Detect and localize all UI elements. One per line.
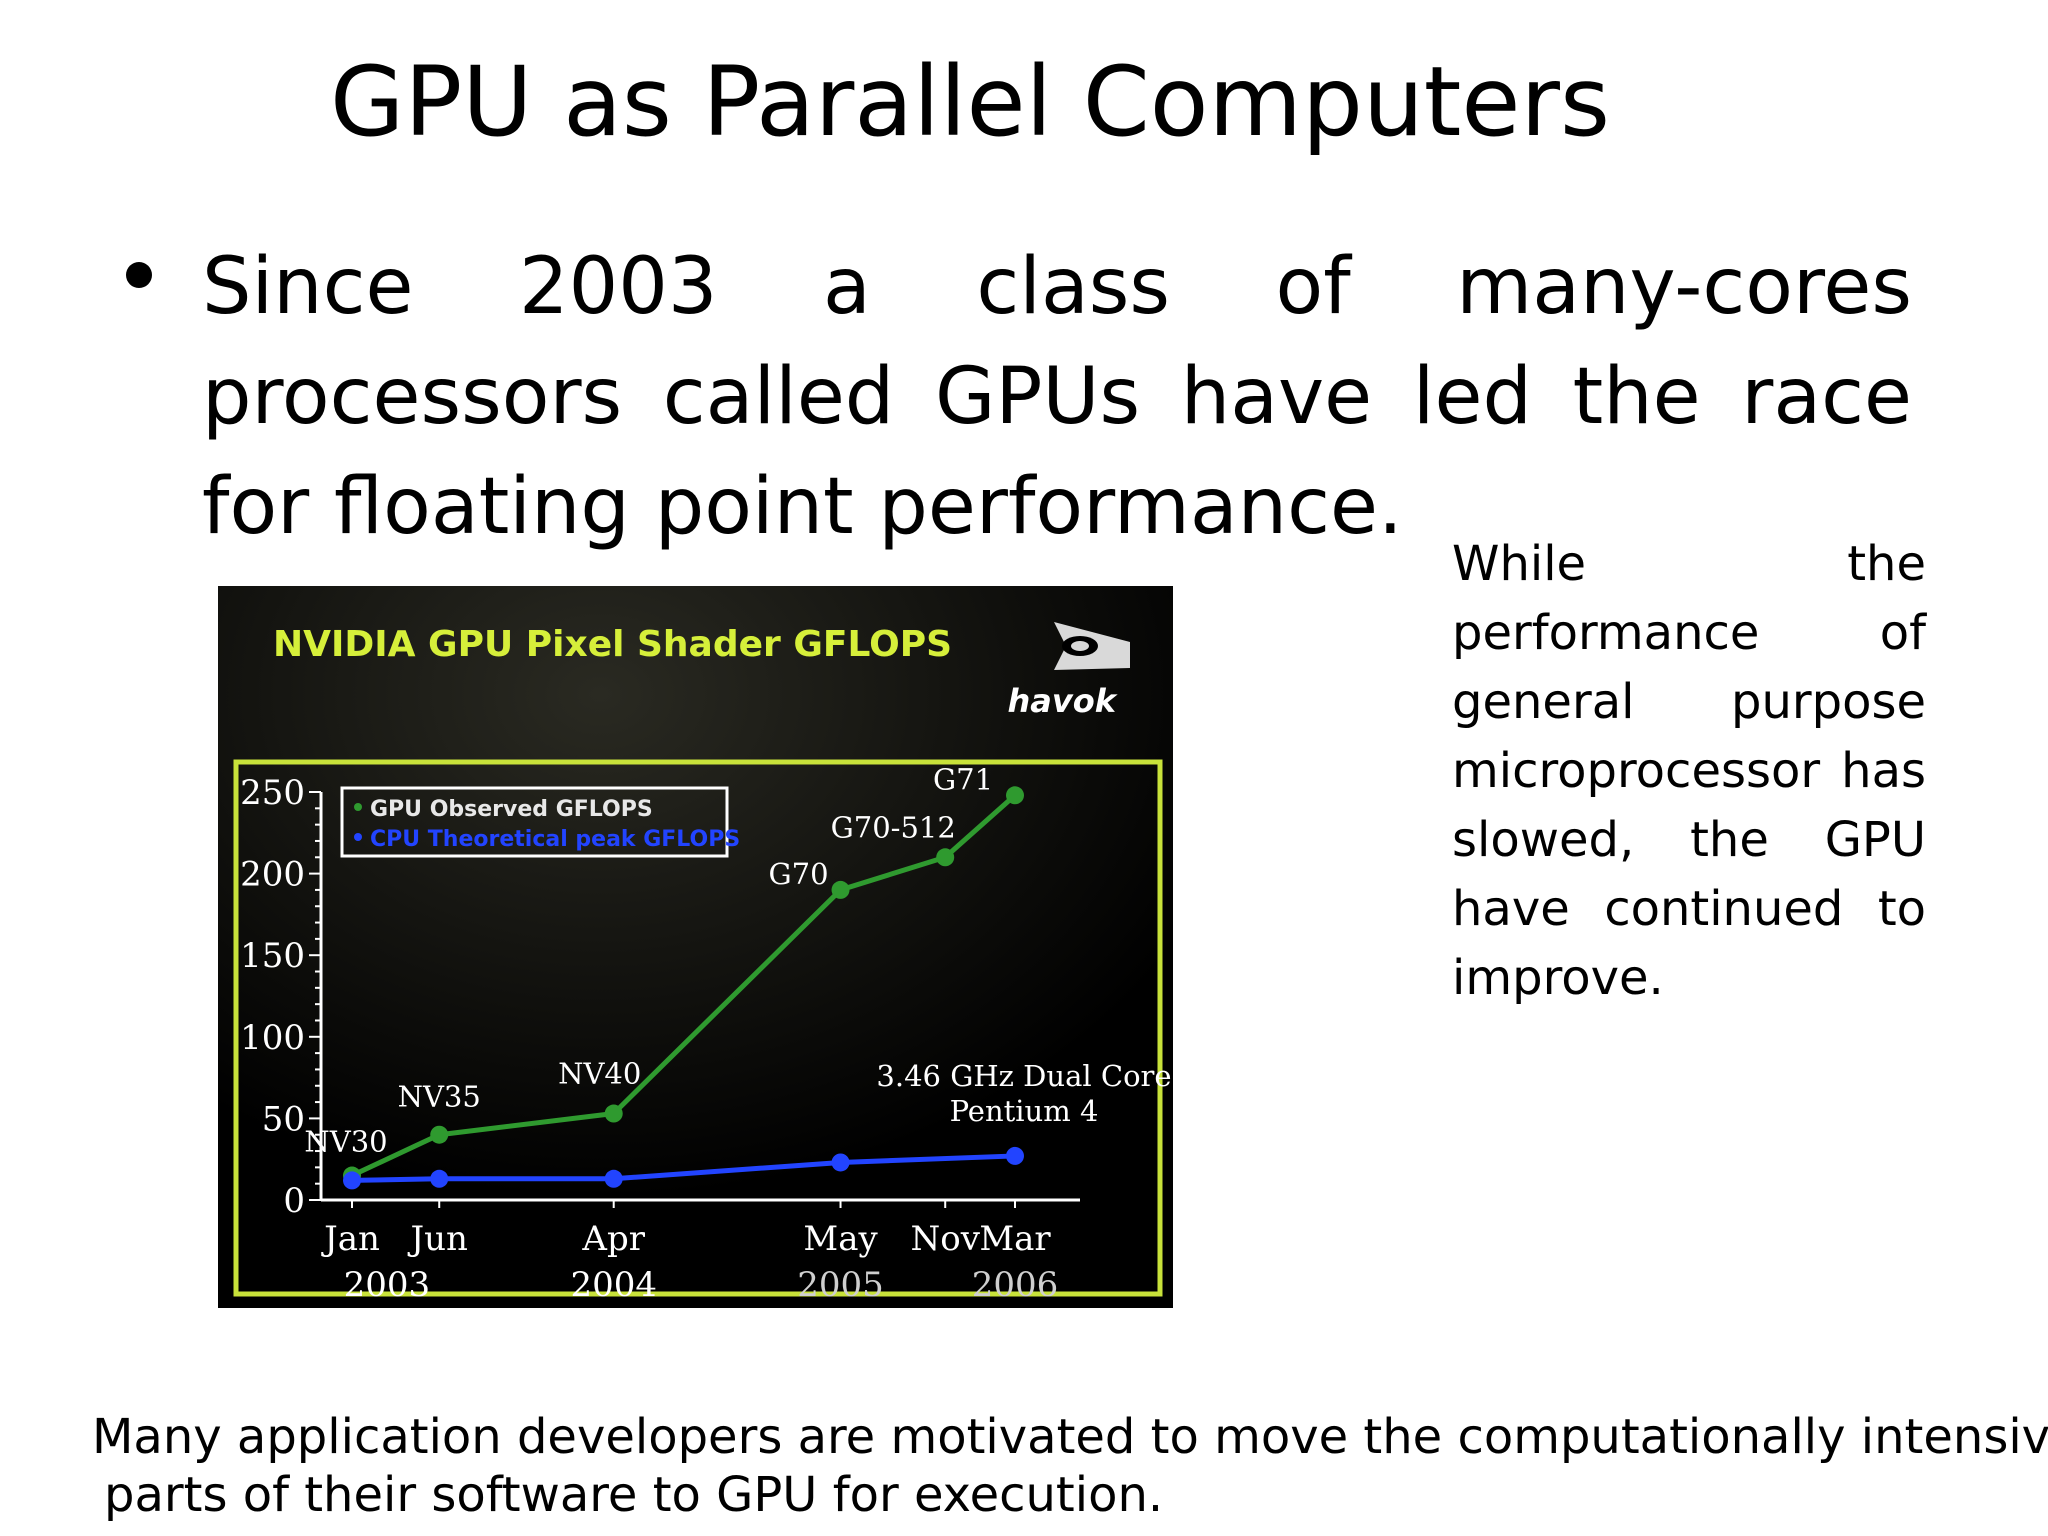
gflops-chart: NVIDIA GPU Pixel Shader GFLOPS havok 0 50… xyxy=(218,586,1173,1308)
y-tick-label: 50 xyxy=(262,1099,305,1139)
legend-box xyxy=(340,786,729,858)
x-year-label: 2004 xyxy=(570,1265,657,1305)
gpu-data-point xyxy=(831,880,850,899)
cpu-data-point xyxy=(430,1169,449,1188)
footer-line-1: Many application developers are motivate… xyxy=(92,1409,2048,1465)
gpu-data-point xyxy=(1006,786,1024,805)
gpu-data-point xyxy=(604,1104,623,1123)
x-tick-label: May xyxy=(803,1219,878,1259)
gpu-series-line xyxy=(350,793,1017,1178)
x-tick-label: Jan xyxy=(321,1219,380,1259)
footer-line-2: parts of their software to GPU for execu… xyxy=(104,1467,1164,1523)
legend-label: GPU Observed GFLOPS xyxy=(370,797,653,822)
y-tick-label: 250 xyxy=(240,773,305,813)
cpu-data-point xyxy=(831,1153,850,1172)
nvidia-logo-icon xyxy=(1054,622,1130,670)
x-tick-label: Nov xyxy=(910,1219,980,1259)
havok-logo: havok xyxy=(1008,682,1118,720)
y-tick-label: 150 xyxy=(240,936,305,976)
side-note: While the performance of general purpose… xyxy=(1452,536,1926,1006)
gpu-point-label: NV35 xyxy=(398,1080,481,1114)
bullet-text: Since 2003 a class of many-cores process… xyxy=(202,242,1912,552)
chart-background xyxy=(218,586,1173,1308)
x-tick-label: Mar xyxy=(979,1219,1051,1259)
chart-panel: NVIDIA GPU Pixel Shader GFLOPS havok 0 50… xyxy=(218,586,1173,1308)
legend-label: CPU Theoretical peak GFLOPS xyxy=(370,827,740,852)
cpu-data-point xyxy=(343,1171,361,1190)
gpu-data-point xyxy=(430,1125,449,1144)
gpu-point-label: G70-512 xyxy=(831,810,956,844)
x-year-label: 2003 xyxy=(344,1265,431,1305)
gpu-point-label: G71 xyxy=(933,762,993,796)
y-tick-label: 200 xyxy=(240,855,305,895)
bullet-point-icon xyxy=(126,262,152,288)
x-tick-label: Apr xyxy=(581,1219,645,1259)
slide-title: GPU as Parallel Computers xyxy=(330,46,1610,158)
x-year-label: 2005 xyxy=(797,1265,884,1305)
y-tick-label: 100 xyxy=(240,1018,305,1058)
legend-marker xyxy=(354,803,362,811)
cpu-data-point xyxy=(604,1169,623,1188)
footer-note: Many application developers are motivate… xyxy=(92,1408,2048,1524)
gpu-point-label: NV40 xyxy=(558,1057,641,1091)
legend-marker xyxy=(354,833,362,841)
gpu-point-label: G70 xyxy=(768,857,828,891)
x-year-label: 2006 xyxy=(972,1265,1059,1305)
cpu-annotation-line-2: Pentium 4 xyxy=(950,1094,1099,1128)
gpu-data-point xyxy=(936,848,955,867)
x-tick-label: Jun xyxy=(408,1219,468,1259)
cpu-annotation-line-1: 3.46 GHz Dual Core xyxy=(876,1059,1171,1093)
plot-frame xyxy=(233,759,1163,1297)
gpu-point-label: NV30 xyxy=(304,1125,387,1159)
chart-title: NVIDIA GPU Pixel Shader GFLOPS xyxy=(273,624,952,665)
y-tick-label: 0 xyxy=(283,1181,305,1221)
cpu-data-point xyxy=(1006,1146,1024,1165)
